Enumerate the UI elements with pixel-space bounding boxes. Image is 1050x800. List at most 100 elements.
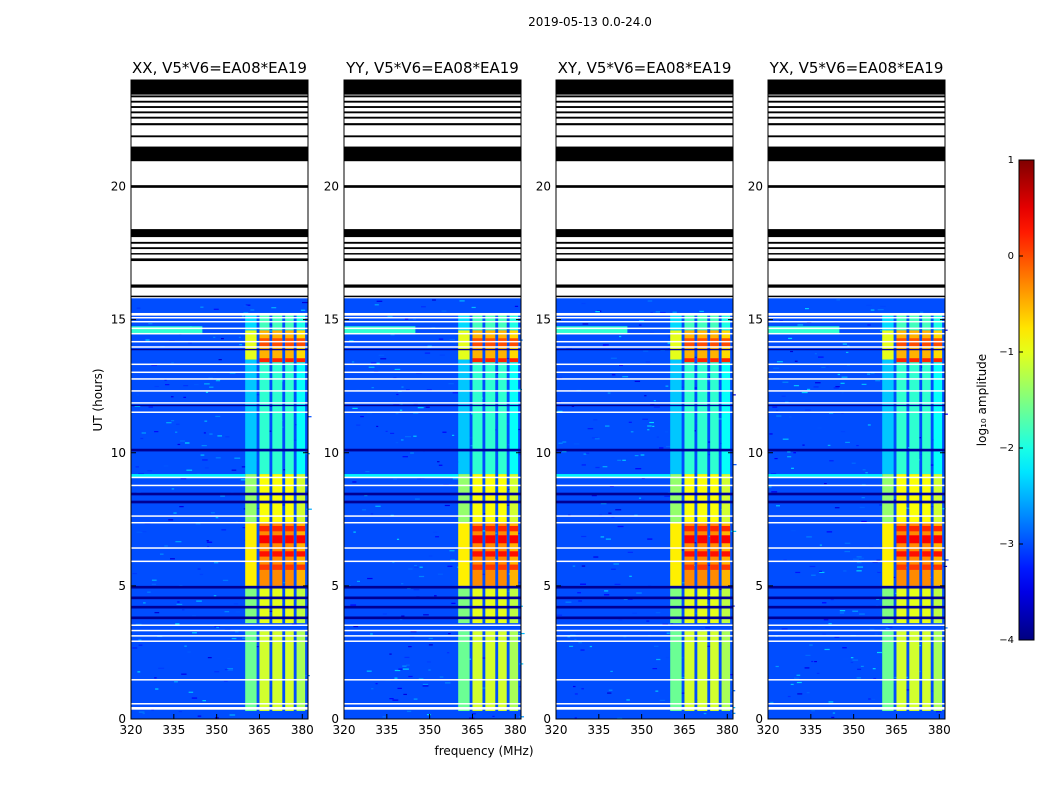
noise-speckle [444,682,451,684]
noise-speckle [775,505,780,507]
noise-speckle [204,383,210,385]
masked-row [344,95,521,98]
rfi-block [882,474,894,522]
flagged-row [131,521,308,524]
rfi-band [296,358,306,363]
noise-speckle [865,472,868,474]
noise-speckle [635,468,642,470]
noise-speckle [618,364,623,366]
noise-speckle [376,300,383,302]
noise-speckle [577,303,583,305]
noise-speckle [665,431,669,433]
dark-row [556,492,733,496]
noise-speckle [867,373,871,375]
rfi-stripe [556,474,671,479]
noise-speckle [171,488,175,490]
masked-row [131,185,308,188]
noise-speckle [518,632,525,635]
noise-speckle [811,574,816,576]
rfi-band [498,535,507,544]
noise-speckle [730,539,733,541]
colorbar: 1 0 −1 −2 −3 −4 [999,155,1035,646]
noise-speckle [791,467,794,469]
noise-speckle [217,435,223,437]
noise-speckle [581,565,586,567]
noise-speckle [200,306,204,308]
noise-speckle [906,507,912,509]
rfi-band [684,358,695,363]
flagged-row [556,402,733,404]
rfi-block [272,359,283,475]
noise-speckle [656,658,661,661]
noise-speckle [573,443,580,445]
flagged-row [556,635,733,637]
masked-row [556,229,733,238]
masked-row [131,258,308,262]
noise-speckle [580,649,585,651]
noise-speckle [138,639,142,641]
noise-speckle [390,334,395,336]
flagged-row [768,560,945,563]
x-tick-label: 335 [162,723,185,737]
masked-row [344,80,521,95]
noise-speckle [845,351,849,354]
noise-speckle [428,644,433,646]
rfi-block [909,585,920,624]
noise-speckle [775,409,779,412]
noise-speckle [176,603,183,606]
masked-row [344,284,521,288]
y-tick-label: 15 [536,313,551,327]
masked-row [344,116,521,119]
noise-speckle [283,469,287,471]
rfi-block [485,474,496,522]
noise-speckle [603,594,610,596]
noise-speckle [833,387,839,389]
flagged-row [344,411,521,413]
noise-speckle [801,391,808,394]
noise-speckle [449,550,455,552]
rfi-band [259,551,270,557]
rfi-block [909,631,920,712]
noise-speckle [562,441,567,443]
flagged-row [131,402,308,404]
masked-row [556,80,733,95]
rfi-block [697,631,708,712]
noise-speckle [572,565,576,567]
flagged-row [344,312,521,316]
noise-speckle [227,668,234,670]
noise-speckle [619,335,622,338]
noise-speckle [396,538,400,540]
noise-speckle [271,307,277,309]
noise-speckle [399,409,403,411]
noise-speckle [626,699,630,701]
noise-speckle [227,669,234,671]
noise-speckle [628,421,632,423]
masked-row [556,100,733,103]
noise-speckle [414,566,420,568]
rfi-band [285,551,294,557]
noise-speckle [835,383,841,386]
rfi-band [472,564,483,570]
noise-speckle [682,582,685,584]
noise-speckle [481,657,487,659]
noise-speckle [233,603,239,605]
noise-speckle [582,323,589,325]
noise-speckle [242,637,247,639]
noise-speckle [665,656,670,659]
noise-speckle [705,645,711,647]
flagged-row [131,346,308,348]
noise-speckle [151,364,158,366]
rfi-block [472,585,483,624]
masked-row [131,100,308,103]
flagged-row [768,411,945,413]
noise-speckle [806,692,810,694]
noise-speckle [930,506,936,508]
rfi-block [933,585,943,624]
masked-row [131,123,308,126]
noise-speckle [623,636,627,638]
rfi-band [485,564,496,570]
noise-speckle [630,431,634,433]
flagged-row [556,346,733,348]
noise-speckle [640,498,645,501]
noise-speckle [769,433,773,435]
